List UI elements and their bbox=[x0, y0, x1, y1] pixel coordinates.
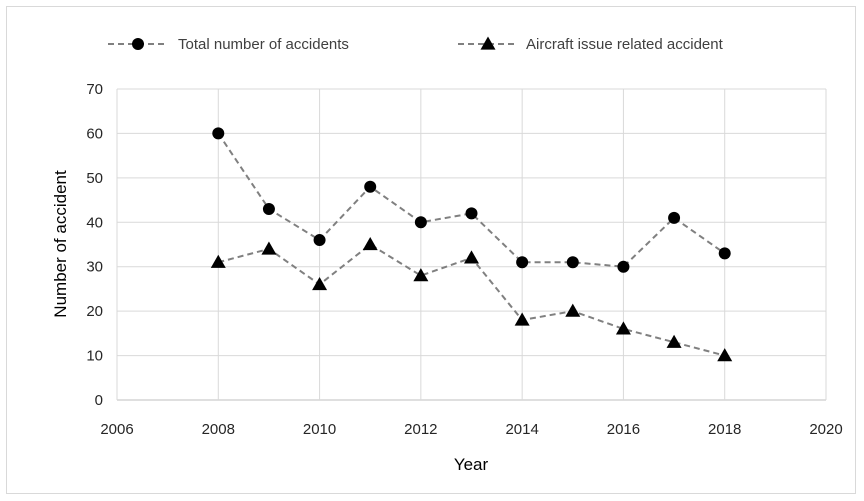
series-2-point bbox=[464, 250, 479, 264]
series-2-point bbox=[312, 276, 328, 291]
legend-item-1: Total number of accidents bbox=[108, 36, 349, 53]
y-tick-label: 0 bbox=[95, 392, 103, 409]
series-2-point bbox=[666, 334, 682, 348]
y-tick-label: 50 bbox=[86, 170, 103, 187]
series-1-point bbox=[566, 256, 579, 269]
x-tick-label: 2010 bbox=[303, 421, 336, 438]
x-tick-label: 2006 bbox=[100, 421, 133, 438]
x-tick-label: 2012 bbox=[404, 421, 437, 438]
series-1-point bbox=[313, 234, 326, 247]
series-2 bbox=[210, 237, 733, 362]
y-tick-label: 60 bbox=[86, 125, 103, 142]
x-tick-label: 2016 bbox=[607, 421, 640, 438]
chart-frame bbox=[6, 6, 856, 494]
series-2-point bbox=[565, 303, 581, 317]
y-tick-label: 40 bbox=[86, 214, 103, 231]
series-1-point bbox=[414, 216, 427, 229]
x-tick-label: 2020 bbox=[809, 421, 842, 438]
y-tick-label: 30 bbox=[86, 259, 103, 276]
series-2-point bbox=[514, 312, 530, 326]
series-2-point bbox=[717, 348, 733, 362]
y-axis-title: Number of accident bbox=[51, 170, 70, 318]
x-tick-label: 2018 bbox=[708, 421, 741, 438]
legend-item-2: Aircraft issue related accident bbox=[458, 36, 724, 53]
series-1-line bbox=[217, 132, 726, 268]
series-2-point bbox=[615, 321, 631, 335]
x-tick-label: 2014 bbox=[505, 421, 538, 438]
x-tick-label: 2008 bbox=[202, 421, 235, 438]
x-axis-ticks: 2006 2008 2010 2012 2014 2016 2018 2020 bbox=[100, 421, 842, 438]
series-layer bbox=[210, 127, 733, 362]
y-tick-label: 20 bbox=[86, 303, 103, 320]
series-2-point bbox=[362, 237, 378, 251]
x-axis-title: Year bbox=[454, 455, 489, 474]
series-1 bbox=[212, 127, 731, 273]
series-1-point bbox=[718, 247, 731, 260]
series-1-point bbox=[262, 202, 275, 215]
series-2-point bbox=[261, 241, 277, 255]
legend-label: Aircraft issue related accident bbox=[526, 36, 724, 53]
series-1-point bbox=[212, 127, 225, 140]
gridlines bbox=[116, 88, 827, 401]
legend-label: Total number of accidents bbox=[178, 36, 349, 53]
y-axis-ticks: 0 10 20 30 40 50 60 70 bbox=[86, 81, 103, 409]
series-2-point bbox=[210, 254, 226, 268]
y-tick-label: 70 bbox=[86, 81, 103, 98]
series-2-point bbox=[413, 268, 429, 282]
y-tick-label: 10 bbox=[86, 348, 103, 365]
series-1-point bbox=[465, 207, 478, 220]
series-1-point bbox=[617, 260, 630, 273]
series-1-point bbox=[516, 256, 529, 269]
legend: Total number of accidents Aircraft issue … bbox=[108, 36, 724, 53]
legend-swatch-marker bbox=[480, 36, 496, 50]
series-1-point bbox=[364, 180, 377, 193]
legend-swatch-marker bbox=[132, 38, 144, 50]
series-1-point bbox=[668, 211, 681, 224]
